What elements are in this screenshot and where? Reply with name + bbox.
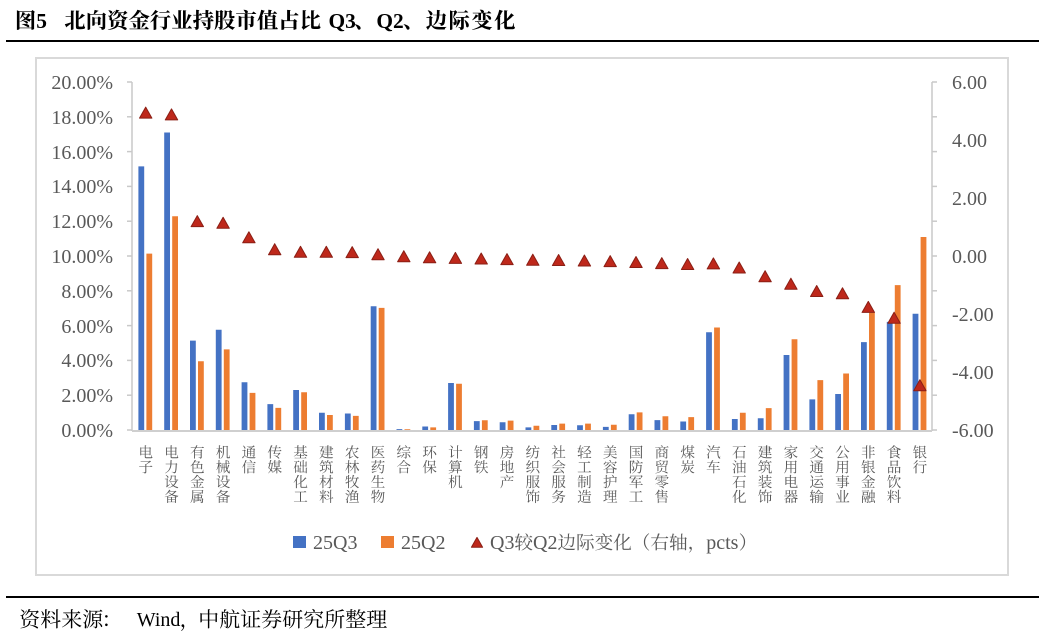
svg-text:10.00%: 10.00% bbox=[51, 246, 113, 268]
svg-text:0.00: 0.00 bbox=[952, 246, 987, 268]
svg-text:-2.00: -2.00 bbox=[952, 304, 994, 326]
svg-text:5: 5 bbox=[36, 9, 47, 33]
svg-text:-4.00: -4.00 bbox=[952, 362, 994, 384]
svg-text:2.00: 2.00 bbox=[952, 188, 987, 210]
svg-text:2.00%: 2.00% bbox=[61, 385, 113, 407]
svg-text:16.00%: 16.00% bbox=[51, 142, 113, 164]
svg-text:Q3: Q3 bbox=[329, 9, 356, 33]
svg-text:25Q2: 25Q2 bbox=[401, 532, 445, 554]
svg-text:-6.00: -6.00 bbox=[952, 420, 994, 442]
svg-text:Q2: Q2 bbox=[376, 9, 403, 33]
svg-text:25Q3: 25Q3 bbox=[313, 532, 357, 554]
svg-text:0.00%: 0.00% bbox=[61, 420, 113, 442]
svg-text:6.00: 6.00 bbox=[952, 72, 987, 94]
svg-text:18.00%: 18.00% bbox=[51, 107, 113, 129]
svg-text:8.00%: 8.00% bbox=[61, 281, 113, 303]
svg-text:Q2: Q2 bbox=[533, 532, 557, 554]
svg-text:20.00%: 20.00% bbox=[51, 72, 113, 94]
svg-text:12.00%: 12.00% bbox=[51, 211, 113, 233]
svg-text:6.00%: 6.00% bbox=[61, 316, 113, 338]
svg-text:14.00%: 14.00% bbox=[51, 176, 113, 198]
svg-text:Q3: Q3 bbox=[490, 532, 514, 554]
svg-text:pcts: pcts bbox=[706, 532, 738, 554]
svg-text:4.00: 4.00 bbox=[952, 130, 987, 152]
svg-text:Wind: Wind bbox=[137, 609, 181, 631]
svg-text:4.00%: 4.00% bbox=[61, 350, 113, 372]
